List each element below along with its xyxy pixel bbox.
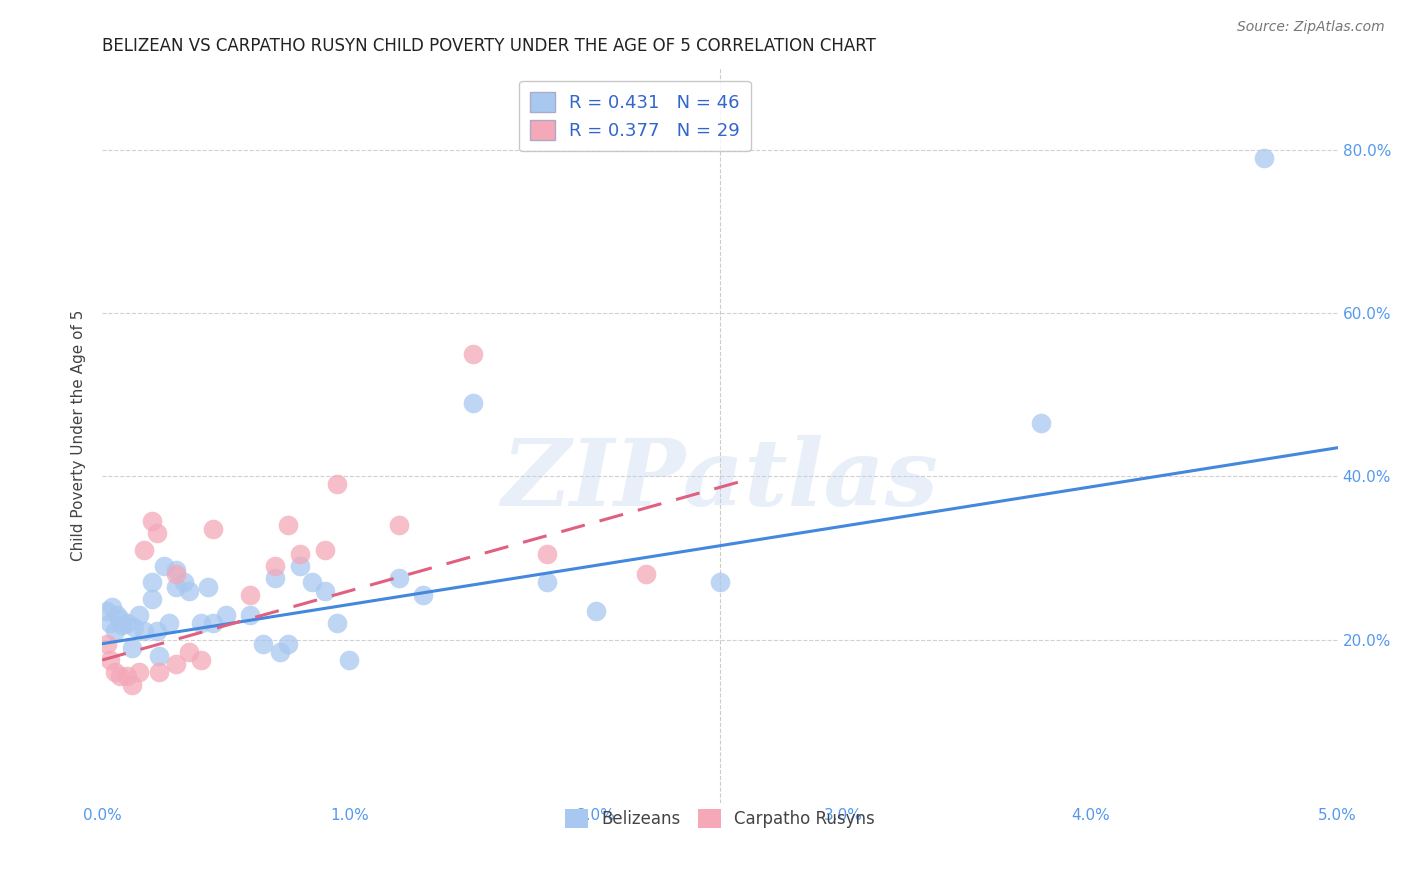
Point (461, 347, 484, 361)
Point (269, 645, 291, 659)
Point (190, 653, 212, 667)
Point (1029, 416, 1052, 430)
Point (148, 665, 170, 680)
Point (585, 604, 607, 618)
Text: BELIZEAN VS CARPATHO RUSYN CHILD POVERTY UNDER THE AGE OF 5 CORRELATION CHART: BELIZEAN VS CARPATHO RUSYN CHILD POVERTY… (103, 37, 876, 55)
Point (412, 588, 434, 602)
Point (103, 624, 125, 639)
Point (264, 559, 287, 574)
Point (252, 637, 274, 651)
Legend: Belizeans, Carpatho Rusyns: Belizeans, Carpatho Rusyns (558, 803, 882, 835)
Point (264, 571, 287, 585)
Point (239, 608, 262, 623)
Point (165, 580, 187, 594)
Point (202, 616, 225, 631)
Text: ZIPatlas: ZIPatlas (502, 434, 938, 524)
Point (190, 616, 212, 631)
Point (288, 547, 311, 561)
Point (103, 665, 125, 680)
Point (197, 580, 219, 594)
Point (239, 588, 262, 602)
Point (108, 669, 131, 683)
Point (215, 608, 238, 623)
Point (108, 612, 131, 626)
Point (115, 616, 138, 631)
Point (288, 559, 311, 574)
Point (128, 608, 150, 623)
Point (165, 567, 187, 582)
Point (153, 559, 176, 574)
Point (202, 522, 225, 536)
Point (301, 575, 323, 590)
Point (115, 669, 138, 683)
Point (461, 396, 484, 410)
Point (173, 575, 195, 590)
Point (165, 563, 187, 577)
Text: Source: ZipAtlas.com: Source: ZipAtlas.com (1237, 20, 1385, 34)
Point (98, 653, 121, 667)
Point (128, 665, 150, 680)
Point (145, 526, 167, 541)
Point (141, 591, 163, 606)
Point (536, 547, 558, 561)
Point (1253, 151, 1275, 165)
Point (101, 599, 124, 614)
Point (124, 620, 146, 634)
Point (276, 637, 298, 651)
Point (141, 575, 163, 590)
Point (148, 648, 170, 663)
Point (337, 653, 360, 667)
Point (96, 637, 118, 651)
Point (634, 567, 657, 582)
Point (314, 542, 336, 557)
Point (121, 640, 143, 655)
Point (157, 616, 180, 631)
Point (536, 575, 558, 590)
Point (165, 657, 187, 672)
Point (145, 624, 167, 639)
Point (709, 575, 731, 590)
Point (141, 514, 163, 528)
Point (314, 583, 336, 598)
Point (388, 571, 411, 585)
Point (96, 604, 118, 618)
Point (388, 518, 411, 533)
Point (177, 583, 200, 598)
Point (177, 645, 200, 659)
Y-axis label: Child Poverty Under the Age of 5: Child Poverty Under the Age of 5 (72, 310, 86, 561)
Point (111, 618, 134, 632)
Point (121, 677, 143, 691)
Point (134, 624, 156, 639)
Point (98, 616, 121, 631)
Point (276, 518, 298, 533)
Point (105, 608, 128, 623)
Point (326, 477, 349, 491)
Point (326, 616, 349, 631)
Point (134, 542, 156, 557)
